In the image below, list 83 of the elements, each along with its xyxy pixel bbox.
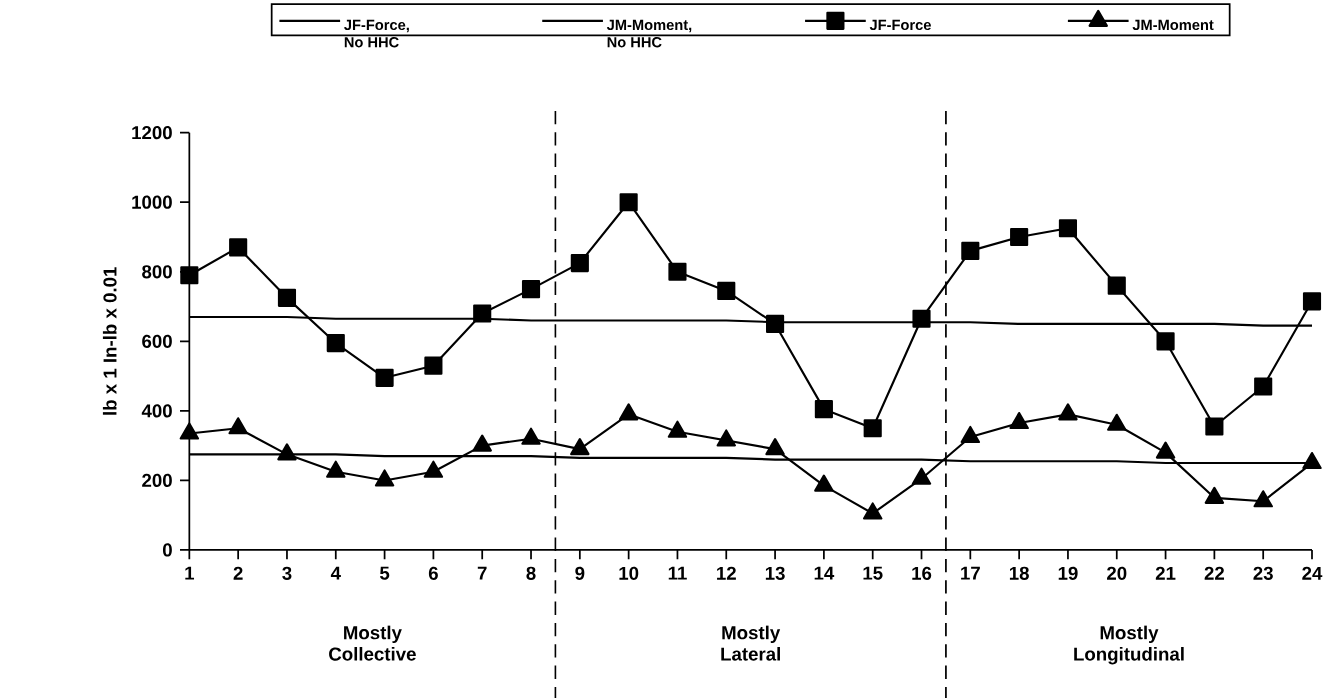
point [1204,486,1225,504]
x-tick-label: 22 [1204,566,1225,580]
y-tick-label: 800 [142,265,172,279]
x-tick-label: 5 [379,566,390,580]
point [912,309,931,328]
point [180,266,199,285]
point [1058,403,1078,421]
x-tick-label: 18 [1009,566,1029,580]
x-tick-label: 23 [1253,566,1273,580]
point [326,460,346,478]
point [1107,413,1127,431]
x-tick-label: 14 [814,566,835,580]
point [1302,292,1322,311]
point [961,241,980,260]
point [765,438,785,456]
point [1009,411,1029,430]
point [472,434,492,452]
x-tick-label: 24 [1302,566,1323,580]
y-tick-label: 0 [162,543,172,557]
x-tick-label: 21 [1155,566,1176,580]
point [570,438,590,456]
legend-label: JM-Moment [1132,19,1214,31]
x-tick-label: 15 [863,566,883,580]
point [1058,219,1078,238]
point [228,417,248,435]
point [960,425,981,444]
point [862,502,883,520]
point [814,474,834,492]
point [1253,490,1273,508]
x-tick-label: 8 [526,566,536,580]
x-tick-label: 4 [330,566,341,580]
x-tick-label: 12 [717,566,736,580]
point [521,427,541,445]
text: Mostly Longitudinal [1074,625,1184,665]
point [668,262,687,281]
point [229,238,248,257]
x-tick-label: 7 [477,566,487,580]
point [1205,417,1224,436]
point [570,254,589,273]
point [1010,227,1029,247]
x-tick-label: 10 [619,566,639,580]
text: Mostly Collective [329,625,416,661]
x-tick-label: 17 [961,566,980,580]
legend-label: JM-Moment, No HHC [606,19,692,48]
point [1156,332,1175,351]
point [326,333,345,353]
y-tick-label: 1000 [132,195,172,209]
point [667,420,688,438]
x-tick-label: 6 [428,566,438,580]
x-tick-label: 1 [185,566,195,580]
point [716,429,736,447]
x-tick-label: 2 [233,566,243,580]
point [473,304,492,323]
point [619,193,638,212]
text: Mostly Lateral [721,625,781,661]
x-tick-label: 9 [575,566,585,580]
y-tick-label: 1200 [132,126,172,140]
x-tick-label: 19 [1058,566,1078,580]
x-tick-label: 13 [765,566,785,580]
x-tick-label: 11 [668,566,687,580]
x-tick-label: 20 [1107,566,1127,580]
point [521,280,541,299]
legend-label: JF-Force, No HHC [344,19,409,48]
point [179,422,200,440]
y-tick-label: 600 [142,334,172,348]
point [375,368,394,387]
point [766,314,785,333]
point [374,469,395,487]
x-tick-label: 16 [912,566,932,580]
y-tick-label: 400 [141,404,172,418]
point [424,356,443,375]
y-axis-title: lb x 1 In-lb x 0.01 [102,267,117,415]
x-tick-label: 3 [282,566,292,580]
legend-label: JF-Force [869,19,931,31]
point [618,403,639,421]
point [1254,377,1273,396]
point [423,460,444,478]
y-tick-label: 200 [142,473,172,488]
point [911,467,932,485]
point [1107,276,1126,295]
point [717,281,736,300]
point [277,288,297,307]
point [1155,441,1176,459]
